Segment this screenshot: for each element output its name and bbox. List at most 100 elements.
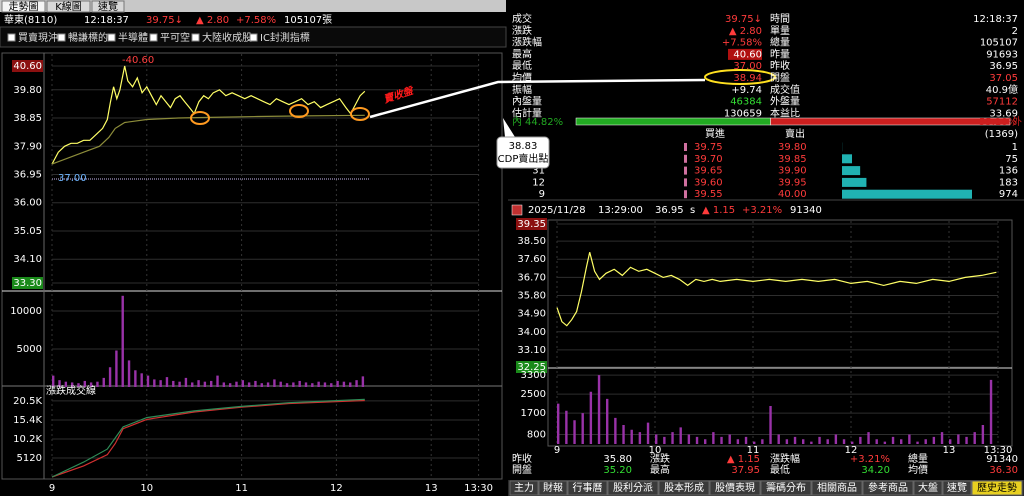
toolbar-item: 暢謙標的 [68, 31, 108, 44]
field-value: 40.60 [733, 49, 762, 60]
summary-value: +3.21% [850, 454, 890, 465]
ask-volume-bar [842, 154, 853, 164]
y-tick-label: 5120 [17, 453, 42, 464]
summary-value: 91340 [986, 454, 1018, 465]
volume-bar [622, 425, 625, 444]
bid-volume: 31 [532, 166, 545, 177]
volume-bar [361, 376, 365, 387]
summary-label: 最低 [770, 463, 790, 476]
bottom-tab[interactable] [567, 480, 608, 496]
history-date: 2025/11/28 [528, 205, 586, 216]
bid-price: 39.75 [694, 142, 723, 153]
field-label: 成交值 [770, 83, 800, 96]
volume-bar [630, 429, 633, 444]
volume-bar [965, 436, 968, 444]
x-tick-label: 12 [330, 483, 343, 494]
volume-bar [802, 439, 805, 444]
volume-bar [191, 382, 194, 387]
highlight-circle [350, 107, 370, 121]
volume-bar [330, 383, 333, 387]
y-tick-label: 34.10 [13, 254, 42, 265]
highlight-ellipse [704, 69, 776, 85]
field-value: 38.94 [733, 73, 762, 84]
y-tick-label: 15.4K [13, 415, 42, 426]
field-value: 39.75↓ [725, 14, 762, 25]
callout-pointer [503, 118, 515, 137]
volume-bar [178, 381, 181, 387]
volume-bar [785, 439, 789, 444]
y-tick-label: 10.2K [13, 434, 42, 445]
volume-bar [140, 373, 143, 387]
volume-bar [70, 382, 74, 387]
volume-bar [597, 375, 601, 444]
bottom-tab[interactable] [538, 480, 568, 496]
stock-name: 華東(8110) [4, 13, 57, 26]
volume-bar [285, 383, 289, 387]
volume-bar [203, 381, 207, 387]
bottom-tab[interactable] [658, 480, 710, 496]
bottom-tab-label: 參考商品 [868, 481, 908, 494]
ref-label: 37.00 [58, 173, 87, 184]
checkbox[interactable] [149, 33, 158, 42]
price-line [51, 398, 365, 478]
volume-bar [311, 383, 314, 387]
summary-value: 35.20 [603, 465, 632, 476]
checkbox[interactable] [249, 33, 258, 42]
bottom-tab[interactable] [971, 480, 1023, 496]
ask-volume-bar [842, 166, 861, 176]
field-label: 開盤 [770, 71, 790, 84]
bottom-tab[interactable] [760, 480, 812, 496]
tab-label: 走勢圖 [9, 0, 39, 13]
field-value: 40.9億 [986, 83, 1018, 96]
field-value: 37.00 [733, 61, 762, 72]
x-tick-label: 10 [140, 483, 153, 494]
volume-bar [260, 383, 263, 387]
bottom-tab[interactable] [942, 480, 972, 496]
volume-bar [172, 380, 175, 387]
y-tick-label: 34.00 [517, 327, 546, 338]
field-label: 最高 [512, 47, 532, 60]
checkbox[interactable] [191, 33, 200, 42]
checkbox[interactable] [7, 33, 16, 42]
volume-bar [793, 436, 797, 444]
x-tick-label: 13 [425, 483, 438, 494]
bottom-tab[interactable] [509, 480, 539, 496]
history-change-pct: +3.21% [742, 205, 782, 216]
y-tick-label: 37.90 [13, 141, 42, 152]
volume-bar [655, 434, 658, 444]
checkbox[interactable] [107, 33, 116, 42]
ask-price: 39.85 [778, 154, 807, 165]
bottom-tab[interactable] [811, 480, 863, 496]
volume-bar [342, 381, 346, 387]
ask-volume: 136 [999, 166, 1018, 177]
bottom-tab[interactable] [709, 480, 761, 496]
bottom-tab-label: 股利分派 [613, 482, 653, 494]
tab[interactable] [46, 0, 91, 13]
callout-value: 38.83 [509, 141, 538, 152]
y-tick-label: 1700 [521, 408, 546, 419]
volume-bar [115, 350, 118, 387]
checkbox[interactable] [57, 33, 66, 42]
bottom-tab[interactable] [913, 480, 943, 496]
volume-bar [573, 420, 576, 444]
volume-bar [712, 432, 715, 444]
peak-label: -40.60 [122, 55, 154, 66]
bottom-tab[interactable] [862, 480, 914, 496]
summary-label: 均價 [908, 463, 928, 476]
panel-title: 漲跌成交線 [46, 384, 96, 397]
highlight-circle [289, 104, 309, 118]
volume-bar [916, 441, 919, 444]
volume-bar [266, 382, 270, 387]
tab[interactable] [91, 0, 125, 13]
summary-value: 37.95 [731, 465, 760, 476]
tab[interactable] [1, 0, 46, 13]
volume-bar [581, 413, 584, 444]
x-tick-label: 9 [49, 483, 55, 494]
y-tick-label: 35.05 [13, 226, 42, 237]
volume-bar [883, 441, 887, 444]
bottom-tab[interactable] [607, 480, 659, 496]
volume-bar [336, 380, 339, 387]
volume-bar [761, 439, 764, 444]
ask-price: 39.80 [778, 142, 807, 153]
